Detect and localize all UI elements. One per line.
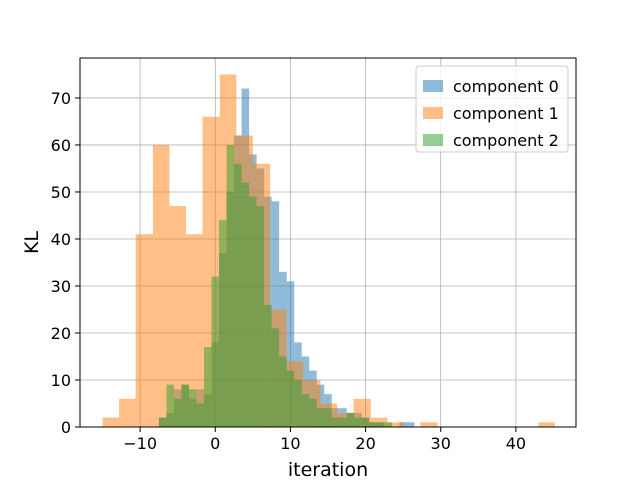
histogram-bar-series-2 bbox=[264, 304, 272, 427]
histogram-bar-series-2 bbox=[279, 356, 287, 427]
legend-swatch bbox=[423, 134, 443, 146]
x-tick-label: 40 bbox=[506, 434, 526, 453]
legend-box bbox=[415, 65, 569, 153]
histogram-bar-series-2 bbox=[316, 408, 325, 427]
histogram-bar-series-2 bbox=[166, 384, 174, 427]
histogram-bar-series-1 bbox=[135, 234, 153, 427]
histogram-bar-series-2 bbox=[294, 379, 302, 427]
histogram-bar-series-2 bbox=[181, 384, 189, 427]
histogram-bar-series-2 bbox=[204, 347, 212, 427]
histogram-bar-series-2 bbox=[369, 422, 377, 427]
histogram-bar-series-2 bbox=[271, 328, 280, 427]
legend-swatch bbox=[423, 107, 443, 119]
y-tick-label: 50 bbox=[51, 183, 71, 202]
histogram-bar-series-2 bbox=[249, 196, 257, 427]
legend-label: component 0 bbox=[453, 77, 559, 96]
histogram-bar-series-2 bbox=[188, 389, 197, 427]
legend-label: component 2 bbox=[453, 131, 559, 150]
histogram-bar-series-1 bbox=[152, 144, 170, 427]
histogram-bar-series-0 bbox=[406, 422, 415, 427]
histogram-bar-series-1 bbox=[185, 234, 203, 427]
x-tick-label: −10 bbox=[123, 434, 157, 453]
histogram-bar-series-1 bbox=[420, 422, 438, 427]
histogram-bar-series-1 bbox=[538, 422, 555, 427]
histogram-bars bbox=[102, 74, 555, 428]
y-tick-label: 70 bbox=[51, 89, 71, 108]
legend-label: component 1 bbox=[453, 104, 559, 123]
y-tick-label: 30 bbox=[51, 277, 71, 296]
x-tick-label: 0 bbox=[210, 434, 220, 453]
histogram-bar-series-2 bbox=[361, 417, 370, 427]
histogram-bar-series-2 bbox=[384, 422, 392, 427]
histogram-bar-series-2 bbox=[173, 398, 182, 427]
histogram-bar-series-1 bbox=[169, 206, 186, 427]
histogram-bar-series-2 bbox=[346, 412, 355, 427]
legend-swatch bbox=[423, 80, 443, 92]
axis-ticks: −10 0 10 20 30 40 0 10 20 30 40 50 60 70 bbox=[51, 89, 526, 453]
legend: component 0 component 1 component 2 bbox=[415, 65, 569, 153]
histogram-bar-series-2 bbox=[211, 276, 220, 427]
histogram-bar-series-2 bbox=[286, 370, 295, 427]
y-axis-label: KL bbox=[21, 231, 43, 254]
y-tick-label: 20 bbox=[51, 324, 71, 343]
histogram-bar-series-2 bbox=[234, 163, 242, 427]
y-tick-label: 10 bbox=[51, 371, 71, 390]
histogram-bar-series-2 bbox=[339, 417, 347, 427]
histogram-bar-series-0 bbox=[286, 281, 295, 427]
histogram-bar-series-2 bbox=[158, 417, 167, 427]
y-tick-label: 60 bbox=[51, 136, 71, 155]
y-tick-label: 0 bbox=[61, 418, 71, 437]
histogram-bar-series-2 bbox=[196, 403, 204, 427]
histogram-bar-series-2 bbox=[354, 417, 362, 427]
histogram-bar-series-2 bbox=[241, 182, 250, 427]
histogram-bar-series-2 bbox=[309, 398, 317, 427]
x-tick-label: 10 bbox=[280, 434, 300, 453]
histogram-bar-series-2 bbox=[301, 394, 310, 427]
histogram-bar-series-2 bbox=[324, 408, 332, 427]
x-axis-label: iteration bbox=[288, 459, 368, 480]
histogram-bar-series-1 bbox=[387, 422, 404, 427]
histogram-bar-series-2 bbox=[219, 220, 227, 427]
histogram-bar-series-1 bbox=[102, 417, 120, 427]
histogram-bar-series-2 bbox=[376, 422, 385, 427]
x-tick-label: 30 bbox=[431, 434, 451, 453]
histogram-bar-series-2 bbox=[226, 144, 235, 427]
histogram-bar-series-2 bbox=[331, 417, 340, 427]
plot-area-frame bbox=[79, 57, 577, 428]
histogram-bar-series-2 bbox=[256, 206, 265, 427]
histogram-bar-series-1 bbox=[119, 398, 136, 427]
x-tick-label: 20 bbox=[355, 434, 375, 453]
y-tick-label: 40 bbox=[51, 230, 71, 249]
